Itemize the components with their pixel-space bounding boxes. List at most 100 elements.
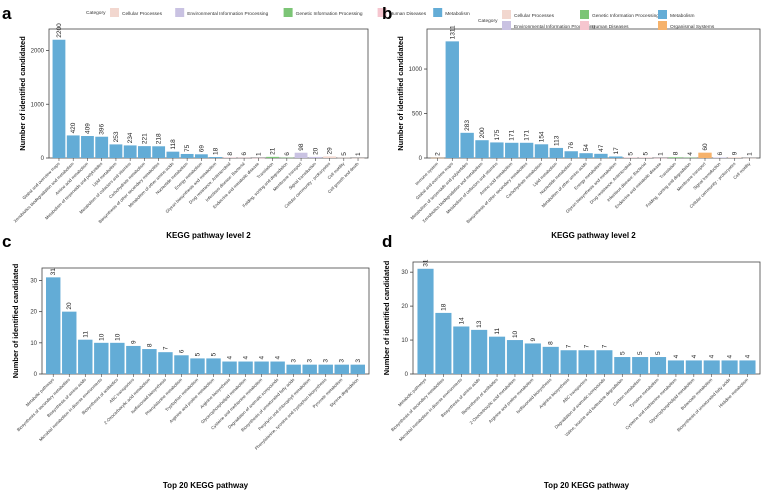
data-label: 3 [339,359,346,363]
data-label: 14 [458,317,465,325]
data-label: 20 [66,302,73,310]
data-label: 8 [146,343,153,347]
bar [524,343,541,374]
legend-swatch [110,8,119,17]
data-label: 10 [114,333,121,341]
data-label: 8 [548,341,555,345]
legend-entry: Human Diseases [592,24,629,30]
y-axis-label: Number of identified candidated [18,36,27,151]
data-label: 5 [628,152,635,156]
legend-title: Category [86,10,106,16]
data-label: 18 [213,147,220,155]
bar [180,153,194,158]
panel-label: b [382,4,392,23]
bar [632,357,649,374]
bar [698,152,712,158]
x-tick-label: Metabolic pathways [25,377,55,407]
y-tick-label: 30 [401,270,408,276]
bar [152,146,166,158]
y-tick-label: 500 [412,112,423,118]
data-label: 4 [243,356,250,360]
bar [578,350,595,374]
data-label: 47 [598,144,605,152]
bar [506,340,524,374]
data-label: 17 [613,147,620,155]
data-label: 10 [98,333,105,341]
bar [81,136,94,158]
data-label: 9 [732,151,739,155]
data-label: 6 [178,349,185,353]
y-axis-label: Number of identified candidated [382,260,391,375]
x-axis-label: KEGG pathway level 2 [551,231,636,240]
x-tick-label: Xenobiotics biodegradation and metabolis… [12,161,75,224]
data-label: 75 [184,144,191,152]
y-axis-label: Number of identified candidated [11,263,20,378]
panel-label: c [2,232,11,251]
legend-swatch [502,21,511,30]
legend-swatch [433,8,443,17]
legend-entry: Metabolism [445,11,470,17]
bar [206,358,221,374]
data-label: 76 [568,142,575,150]
data-label: 8 [227,152,234,156]
bar [286,364,301,374]
bar [95,136,109,158]
data-label: 5 [211,352,218,356]
bar [166,151,180,158]
data-label: 1311 [449,25,456,39]
data-label: 283 [464,120,471,131]
legend-entry: Genetic Information Processing [296,11,363,17]
bar [417,268,434,374]
y-tick-label: 1000 [31,102,45,108]
bar [109,144,123,158]
data-label: 171 [509,130,516,141]
bar [560,350,577,374]
data-label: 253 [113,131,120,142]
bar [158,352,173,374]
bar [94,342,109,374]
legend-entry: Cellular Processes [122,11,163,17]
data-label: 5 [619,351,626,355]
bar [238,361,253,374]
data-label: 18 [440,303,447,311]
data-label: 200 [479,127,486,138]
bar [475,140,489,158]
panel-c: c 0 10 20 30 Number of identified candidated 3… [2,232,370,490]
bar [194,154,208,158]
data-label: 4 [744,354,751,358]
legend-swatch [377,8,387,17]
y-tick-label: 30 [30,278,37,284]
data-label: 7 [601,344,608,348]
bar [739,360,756,374]
legend-swatch [580,10,589,19]
bar [489,336,506,374]
data-label: 118 [170,139,177,150]
data-label: 5 [637,351,644,355]
data-label: 11 [82,331,89,338]
data-label: 154 [538,131,545,142]
data-label: 2 [434,152,441,156]
data-label: 31 [50,268,57,276]
bar [667,360,684,374]
data-label: 113 [553,135,560,146]
bar [542,346,559,374]
data-label: 1 [747,152,754,156]
data-label: 98 [298,143,305,151]
x-axis-label: Top 20 KEGG pathway [163,481,249,490]
legend-entry: Metabolism [670,13,695,19]
data-label: 21 [270,147,277,155]
bar [190,358,205,374]
y-tick-label: 1000 [409,67,423,73]
data-label: 11 [494,328,501,335]
legend-swatch [658,21,667,30]
panel-b: b 0 500 1000 Number of identified candidated… [382,4,761,240]
bar [453,326,470,374]
bar [302,364,317,374]
data-label: 409 [84,123,91,134]
bar [78,339,93,374]
panel-label: a [2,4,12,23]
data-label: 13 [476,320,483,328]
bar [62,311,77,374]
legend: Category Cellular Processes Genetic Inform… [478,10,715,30]
bar [596,350,613,374]
